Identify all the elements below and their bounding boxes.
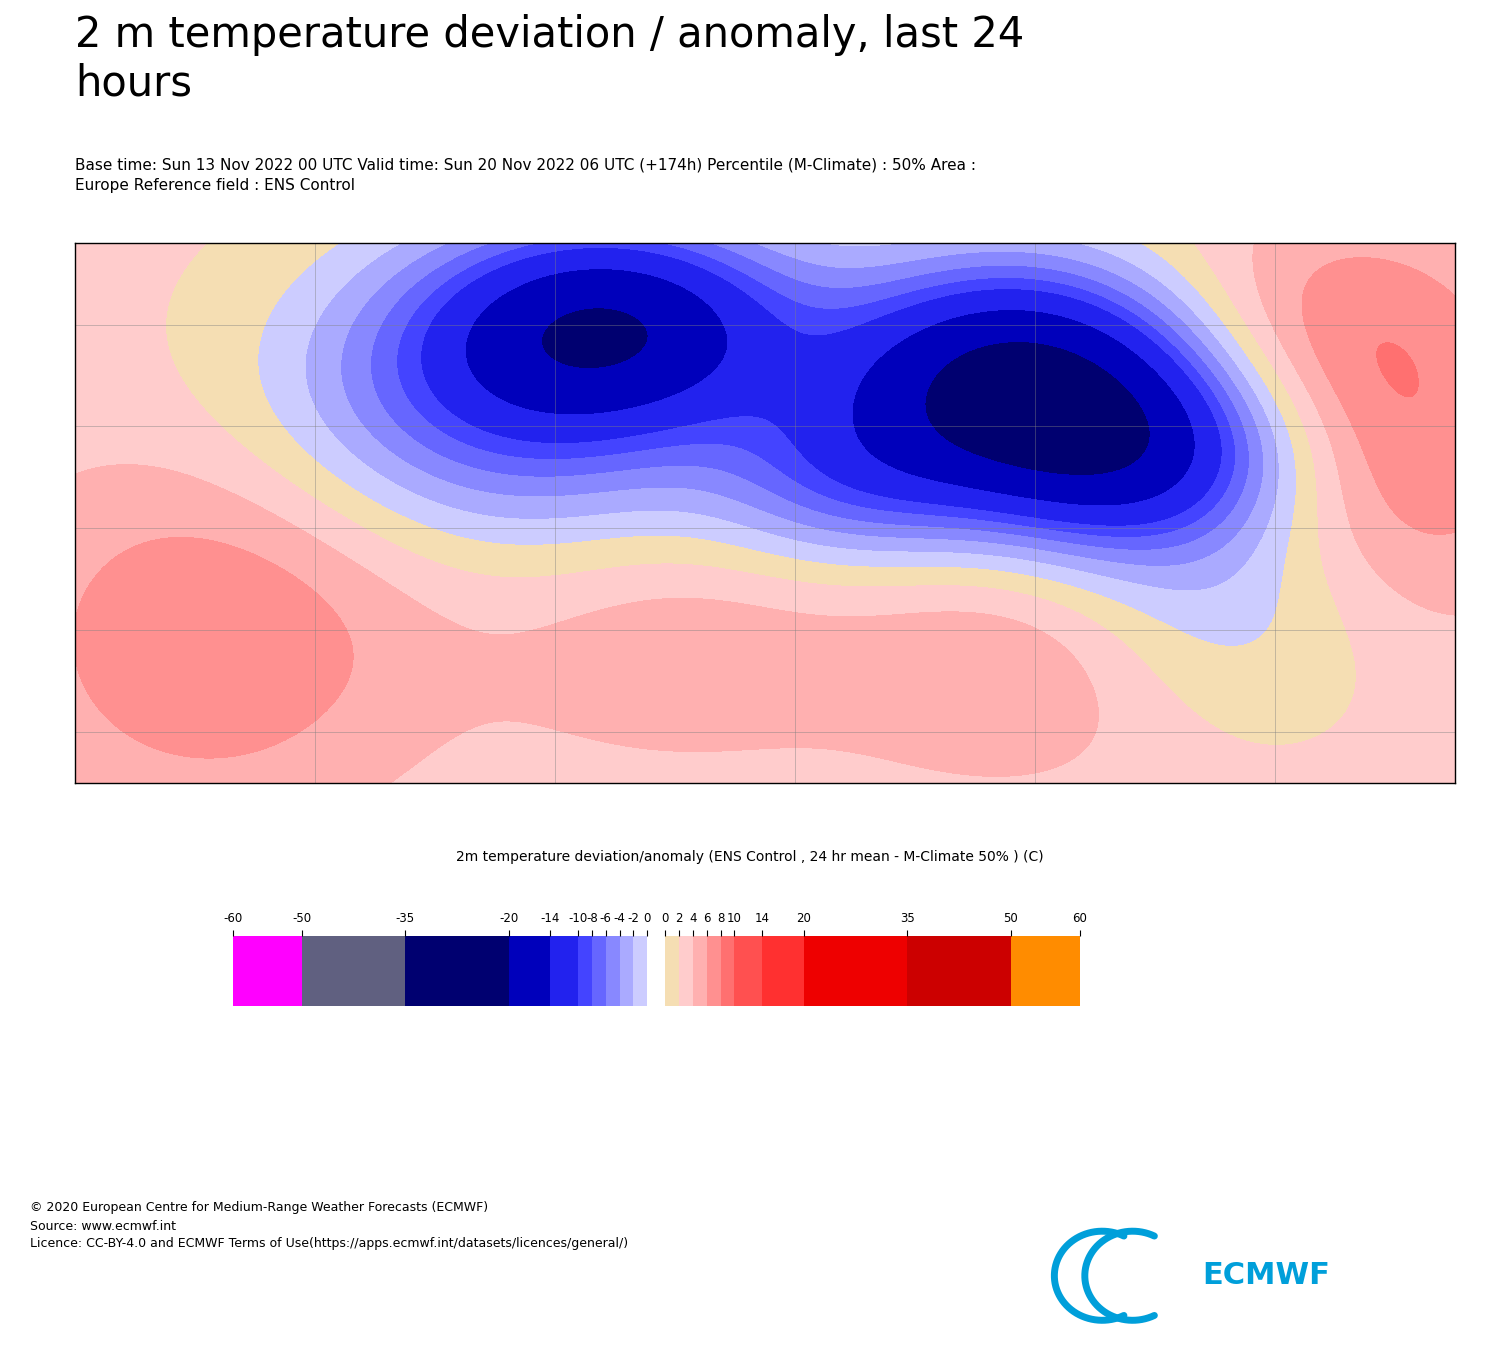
Bar <box>720 936 735 1006</box>
Bar <box>509 936 550 1006</box>
Text: Base time: Sun 13 Nov 2022 00 UTC Valid time: Sun 20 Nov 2022 06 UTC (+174h) Per: Base time: Sun 13 Nov 2022 00 UTC Valid … <box>75 158 976 193</box>
Bar <box>578 936 592 1006</box>
Bar <box>804 936 907 1006</box>
Text: ECMWF: ECMWF <box>1203 1261 1330 1291</box>
Bar <box>762 936 804 1006</box>
Bar <box>1011 936 1080 1006</box>
Bar <box>302 936 405 1006</box>
Bar <box>592 936 606 1006</box>
Bar <box>693 936 706 1006</box>
Bar <box>232 936 302 1006</box>
Bar <box>633 936 648 1006</box>
Bar <box>706 936 720 1006</box>
Bar <box>735 936 762 1006</box>
Bar <box>680 936 693 1006</box>
Text: © 2020 European Centre for Medium-Range Weather Forecasts (ECMWF)
Source: www.ec: © 2020 European Centre for Medium-Range … <box>30 1202 628 1250</box>
Bar <box>620 936 633 1006</box>
Text: 2 m temperature deviation / anomaly, last 24
hours: 2 m temperature deviation / anomaly, las… <box>75 14 1024 104</box>
Text: 2m temperature deviation/anomaly (ENS Control , 24 hr mean - M-Climate 50% ) (C): 2m temperature deviation/anomaly (ENS Co… <box>456 850 1044 864</box>
Bar <box>550 936 578 1006</box>
Bar <box>908 936 1011 1006</box>
Bar <box>666 936 680 1006</box>
Bar <box>606 936 619 1006</box>
Bar <box>405 936 508 1006</box>
